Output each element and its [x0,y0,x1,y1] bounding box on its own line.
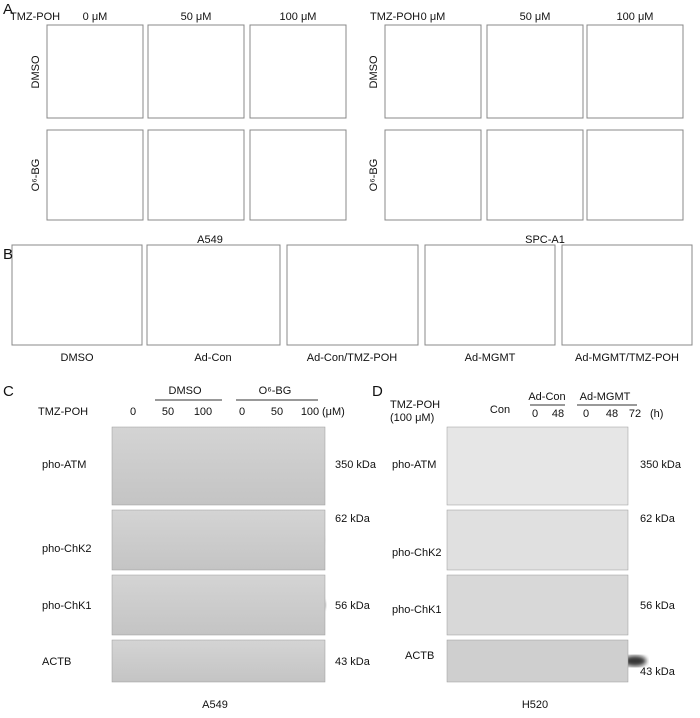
histogram-frame [249,24,347,119]
time-label: 48 [606,408,618,420]
condition-label: Ad-MGMT [465,352,516,364]
time-label: 0 [532,408,538,420]
blot-panel [446,509,629,571]
size-label: 62 kDa [335,513,371,525]
blot-panel [111,574,326,636]
histogram-frame [46,129,144,221]
protein-label: pho-ChK2 [392,547,442,559]
blot-panel [446,426,629,506]
treatment-label: TMZ-POH [390,399,440,411]
cell-line-label: SPC-A1 [525,234,565,246]
dose-label: 100 μM [617,11,654,23]
treatment-label: (100 μM) [390,412,434,424]
histogram-frame [586,129,684,221]
condition-label: Ad-Con/TMZ-POH [307,352,398,364]
protein-label: pho-ChK1 [392,604,442,616]
dose-label: 0 [130,406,136,418]
group-label: Ad-MGMT [580,391,631,403]
panel-label: D [372,383,383,400]
row-label: O⁶-BG [368,159,380,192]
panel-label: C [3,383,14,400]
panel-label: A [3,1,13,18]
histogram-frame [147,24,245,119]
histogram-frame [586,24,684,119]
histogram-frame [384,129,482,221]
cell-line-label: A549 [197,234,223,246]
histogram-frame [146,244,281,346]
time-label: 72 [629,408,641,420]
histogram-frame [561,244,693,346]
size-label: 43 kDa [640,666,676,678]
histogram-frame [147,129,245,221]
size-label: 43 kDa [335,656,371,668]
dose-label: 0 μM [421,11,446,23]
dose-label: 100 [194,406,212,418]
condition-label: DMSO [61,352,94,364]
blot-panel [446,574,629,636]
group-label: O⁶-BG [259,385,292,397]
size-label: 62 kDa [640,513,676,525]
dose-label: 100 [301,406,319,418]
unit-label: (μM) [322,406,345,418]
group-label: Ad-Con [528,391,565,403]
protein-label: pho-ATM [42,459,86,471]
group-label: Con [490,404,510,416]
time-label: 0 [583,408,589,420]
histogram-frame [486,24,584,119]
blot-panel [111,639,326,683]
histogram-frame [384,24,482,119]
treatment-label: TMZ-POH [10,11,60,23]
dose-label: 100 μM [280,11,317,23]
row-label: DMSO [30,55,42,88]
time-label: 48 [552,408,564,420]
cell-line-label: A549 [202,699,228,711]
protein-label: ACTB [42,656,71,668]
size-label: 56 kDa [335,600,371,612]
protein-label: pho-ChK1 [42,600,92,612]
histogram-frame [46,24,144,119]
histogram-frame [424,244,556,346]
histogram-frame [11,244,143,346]
histogram-frame [286,244,419,346]
protein-label: pho-ChK2 [42,543,92,555]
unit-label: (h) [650,408,663,420]
panel-label: B [3,246,13,263]
dose-label: 0 μM [83,11,108,23]
row-label: DMSO [368,55,380,88]
size-label: 350 kDa [335,459,377,471]
cell-line-label: H520 [522,699,548,711]
blot-panel [446,639,629,683]
dose-label: 0 [239,406,245,418]
histogram-frame [249,129,347,221]
histogram-frame [486,129,584,221]
size-label: 350 kDa [640,459,682,471]
blot-panel [111,509,326,571]
row-label: O⁶-BG [30,159,42,192]
blot-band [623,655,647,667]
dose-label: 50 μM [181,11,212,23]
dose-label: 50 [162,406,174,418]
group-label: DMSO [169,385,202,397]
treatment-label: TMZ-POH [38,406,88,418]
treatment-label: TMZ-POH [370,11,420,23]
dose-label: 50 [271,406,283,418]
size-label: 56 kDa [640,600,676,612]
condition-label: Ad-MGMT/TMZ-POH [575,352,679,364]
protein-label: ACTB [405,650,434,662]
protein-label: pho-ATM [392,459,436,471]
dose-label: 50 μM [520,11,551,23]
condition-label: Ad-Con [194,352,231,364]
blot-panel [111,426,326,506]
